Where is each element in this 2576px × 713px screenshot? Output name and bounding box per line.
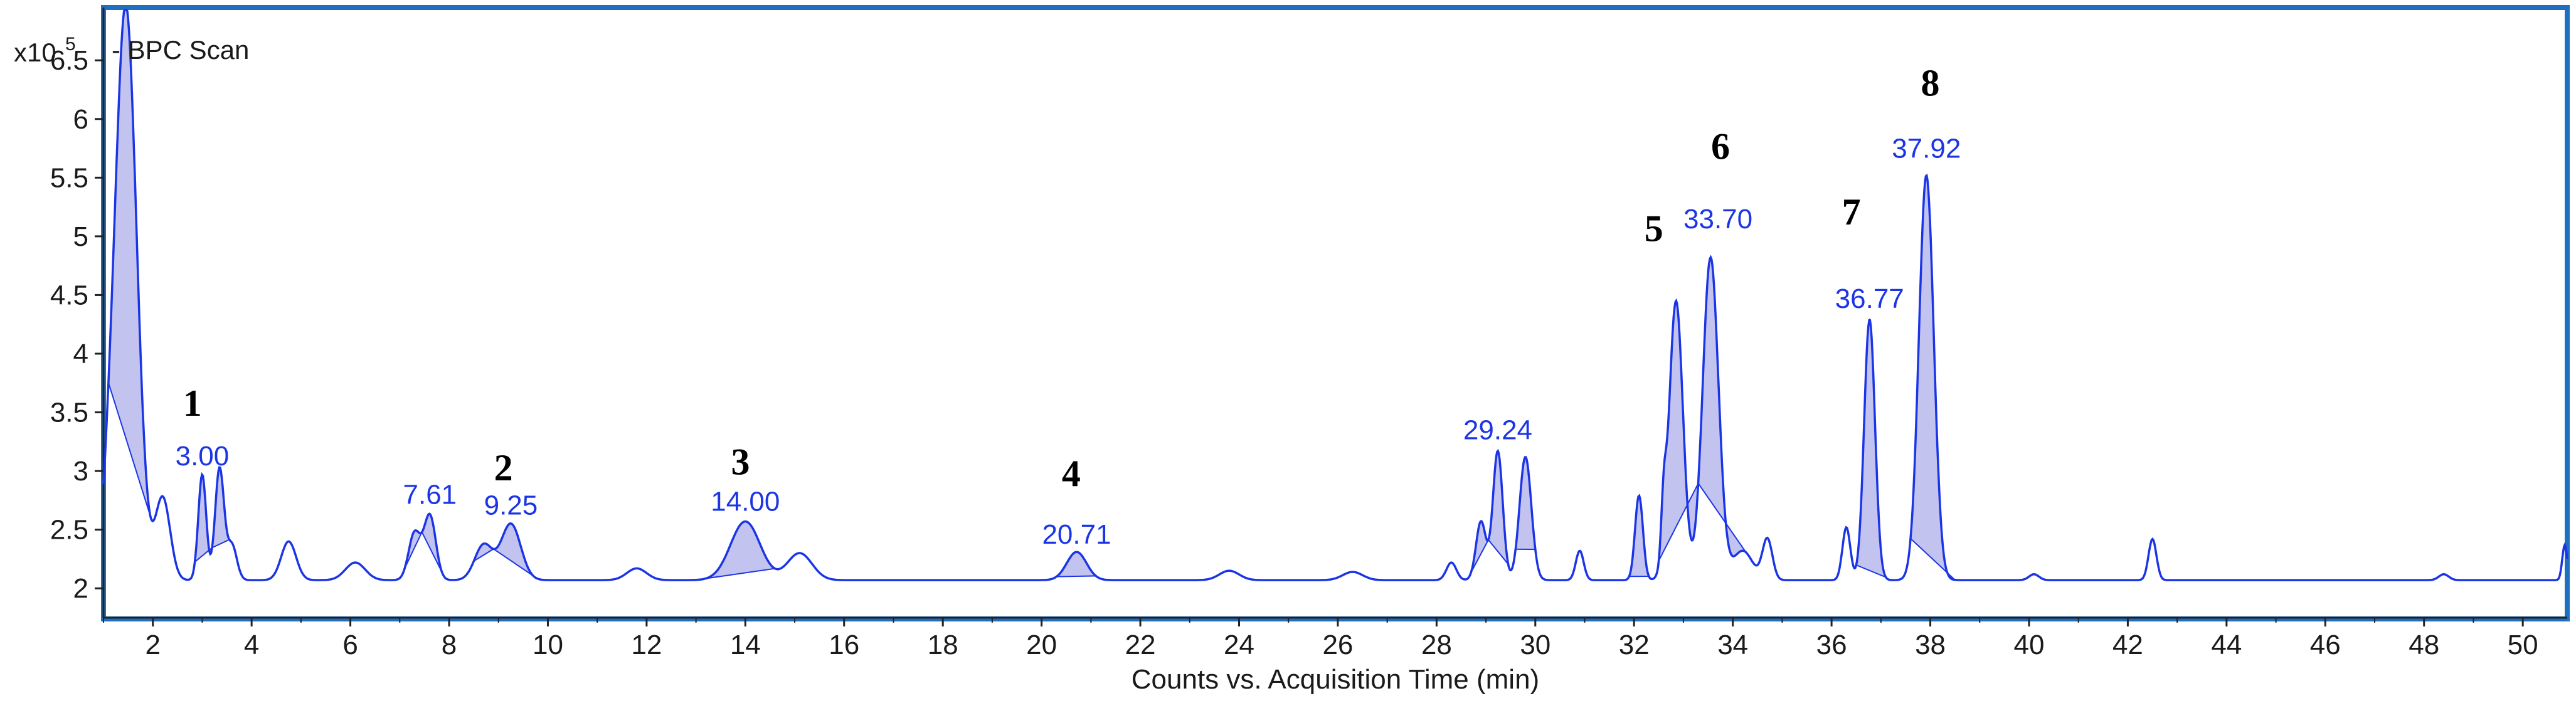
x-axis-ticks: 2 4 6 8 10 12 14 16 18 20 22 24 26 28 30 32 34 36 38 40 42 44…: [103, 618, 2538, 660]
x-tick-label: 24: [1224, 630, 1254, 660]
x-tick-label: 46: [2310, 630, 2341, 660]
y-tick-label: 2.5: [50, 515, 88, 546]
peak-time-label: 36.77: [1835, 283, 1904, 314]
y-tick-label: 4.5: [50, 280, 88, 310]
peak-time-label: 20.71: [1042, 519, 1111, 550]
x-tick-label: 40: [2014, 630, 2045, 660]
peak-number-label: 7: [1842, 191, 1861, 233]
peak-time-label: 29.24: [1463, 415, 1532, 446]
x-tick-label: 14: [730, 630, 761, 660]
y-tick-label: 2: [73, 573, 88, 604]
peak-number-label: 8: [1921, 62, 1940, 103]
x-tick-label: 38: [1915, 630, 1946, 660]
peak-time-label: 3.00: [176, 441, 230, 472]
peak-time-label: 14.00: [711, 487, 780, 517]
peak-number-label: 5: [1645, 208, 1663, 249]
x-tick-label: 28: [1421, 630, 1452, 660]
bpc-trace: [102, 9, 2568, 581]
y-tick-label: 6.5: [50, 45, 88, 76]
x-tick-label: 18: [928, 630, 958, 660]
x-tick-label: 12: [631, 630, 662, 660]
x-tick-label: 6: [342, 630, 358, 660]
y-multiplier-exponent: 5: [65, 34, 76, 55]
peak-number-label: 1: [183, 383, 202, 424]
x-tick-label: 30: [1520, 630, 1550, 660]
peak-number-label: 2: [494, 447, 513, 489]
peak-number-labels: 1 2 3 4 5 6 7 8: [183, 62, 1940, 494]
x-tick-label: 32: [1619, 630, 1650, 660]
peak-number-label: 3: [731, 441, 750, 483]
chart-title: - BPC Scan: [112, 35, 249, 65]
x-tick-label: 42: [2112, 630, 2143, 660]
x-tick-label: 8: [442, 630, 457, 660]
y-tick-label: 5: [73, 221, 88, 252]
y-multiplier-label: x10: [14, 38, 56, 67]
y-tick-label: 5.5: [50, 162, 88, 193]
x-tick-label: 22: [1125, 630, 1156, 660]
x-axis-title: Counts vs. Acquisition Time (min): [1132, 664, 1539, 695]
y-tick-label: 4: [73, 339, 88, 369]
x-tick-label: 44: [2211, 630, 2242, 660]
peak-time-labels: 3.00 7.61 9.25 14.00 20.71 29.24 33.70 36.77 37.…: [176, 134, 1961, 551]
x-tick-label: 10: [533, 630, 563, 660]
x-tick-label: 16: [829, 630, 859, 660]
x-tick-label: 26: [1322, 630, 1353, 660]
peak-time-label: 37.92: [1892, 134, 1961, 164]
peak-time-label: 33.70: [1683, 204, 1752, 235]
x-tick-label: 48: [2409, 630, 2439, 660]
x-tick-label: 20: [1026, 630, 1057, 660]
y-tick-label: 6: [73, 104, 88, 135]
chart-frame: [101, 5, 2570, 621]
x-tick-label: 34: [1717, 630, 1748, 660]
peak-time-label: 7.61: [403, 479, 457, 510]
x-tick-label: 36: [1816, 630, 1847, 660]
x-tick-label: 2: [145, 630, 160, 660]
y-axis-ticks: 2 2.5 3 3.5 4 4.5 5 5.5 6 6.5: [50, 45, 103, 604]
x-tick-label: 50: [2508, 630, 2538, 660]
y-tick-label: 3: [73, 456, 88, 487]
x-tick-label: 4: [244, 630, 259, 660]
peak-time-label: 9.25: [484, 490, 538, 520]
peak-number-label: 4: [1062, 453, 1081, 494]
peak-number-label: 6: [1711, 125, 1730, 167]
y-tick-label: 3.5: [50, 398, 88, 428]
